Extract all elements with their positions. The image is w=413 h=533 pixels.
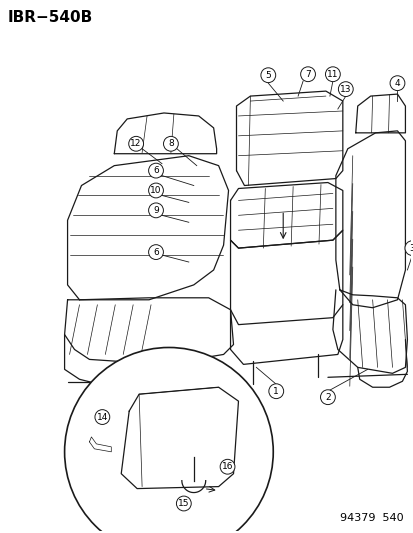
Text: 16: 16 xyxy=(221,462,233,471)
Circle shape xyxy=(268,384,283,399)
Text: 13: 13 xyxy=(339,85,351,94)
Text: 12: 12 xyxy=(130,139,142,148)
Circle shape xyxy=(128,136,143,151)
Text: IBR−540B: IBR−540B xyxy=(8,10,93,25)
Circle shape xyxy=(260,68,275,83)
Text: 7: 7 xyxy=(304,70,310,79)
Text: 6: 6 xyxy=(153,248,159,256)
Circle shape xyxy=(389,76,404,91)
Circle shape xyxy=(300,67,315,82)
Text: 4: 4 xyxy=(394,79,399,87)
Text: 5: 5 xyxy=(265,71,271,80)
Text: 3: 3 xyxy=(408,244,413,253)
Circle shape xyxy=(148,245,163,260)
Text: 10: 10 xyxy=(150,186,161,195)
Circle shape xyxy=(176,496,191,511)
Circle shape xyxy=(325,67,339,82)
Circle shape xyxy=(148,163,163,178)
Text: 6: 6 xyxy=(153,166,159,175)
Text: 1: 1 xyxy=(273,387,278,395)
Circle shape xyxy=(404,241,413,255)
Circle shape xyxy=(148,203,163,218)
Circle shape xyxy=(163,136,178,151)
Circle shape xyxy=(64,348,273,533)
Circle shape xyxy=(220,459,235,474)
Circle shape xyxy=(337,82,352,96)
Text: 94379  540: 94379 540 xyxy=(339,513,402,523)
Circle shape xyxy=(148,183,163,198)
Text: 11: 11 xyxy=(326,70,338,79)
Text: 2: 2 xyxy=(324,393,330,402)
Text: 14: 14 xyxy=(96,413,108,422)
Text: 8: 8 xyxy=(168,139,173,148)
Circle shape xyxy=(95,410,109,424)
Text: 15: 15 xyxy=(178,499,189,508)
Circle shape xyxy=(320,390,335,405)
Text: 9: 9 xyxy=(153,206,159,215)
